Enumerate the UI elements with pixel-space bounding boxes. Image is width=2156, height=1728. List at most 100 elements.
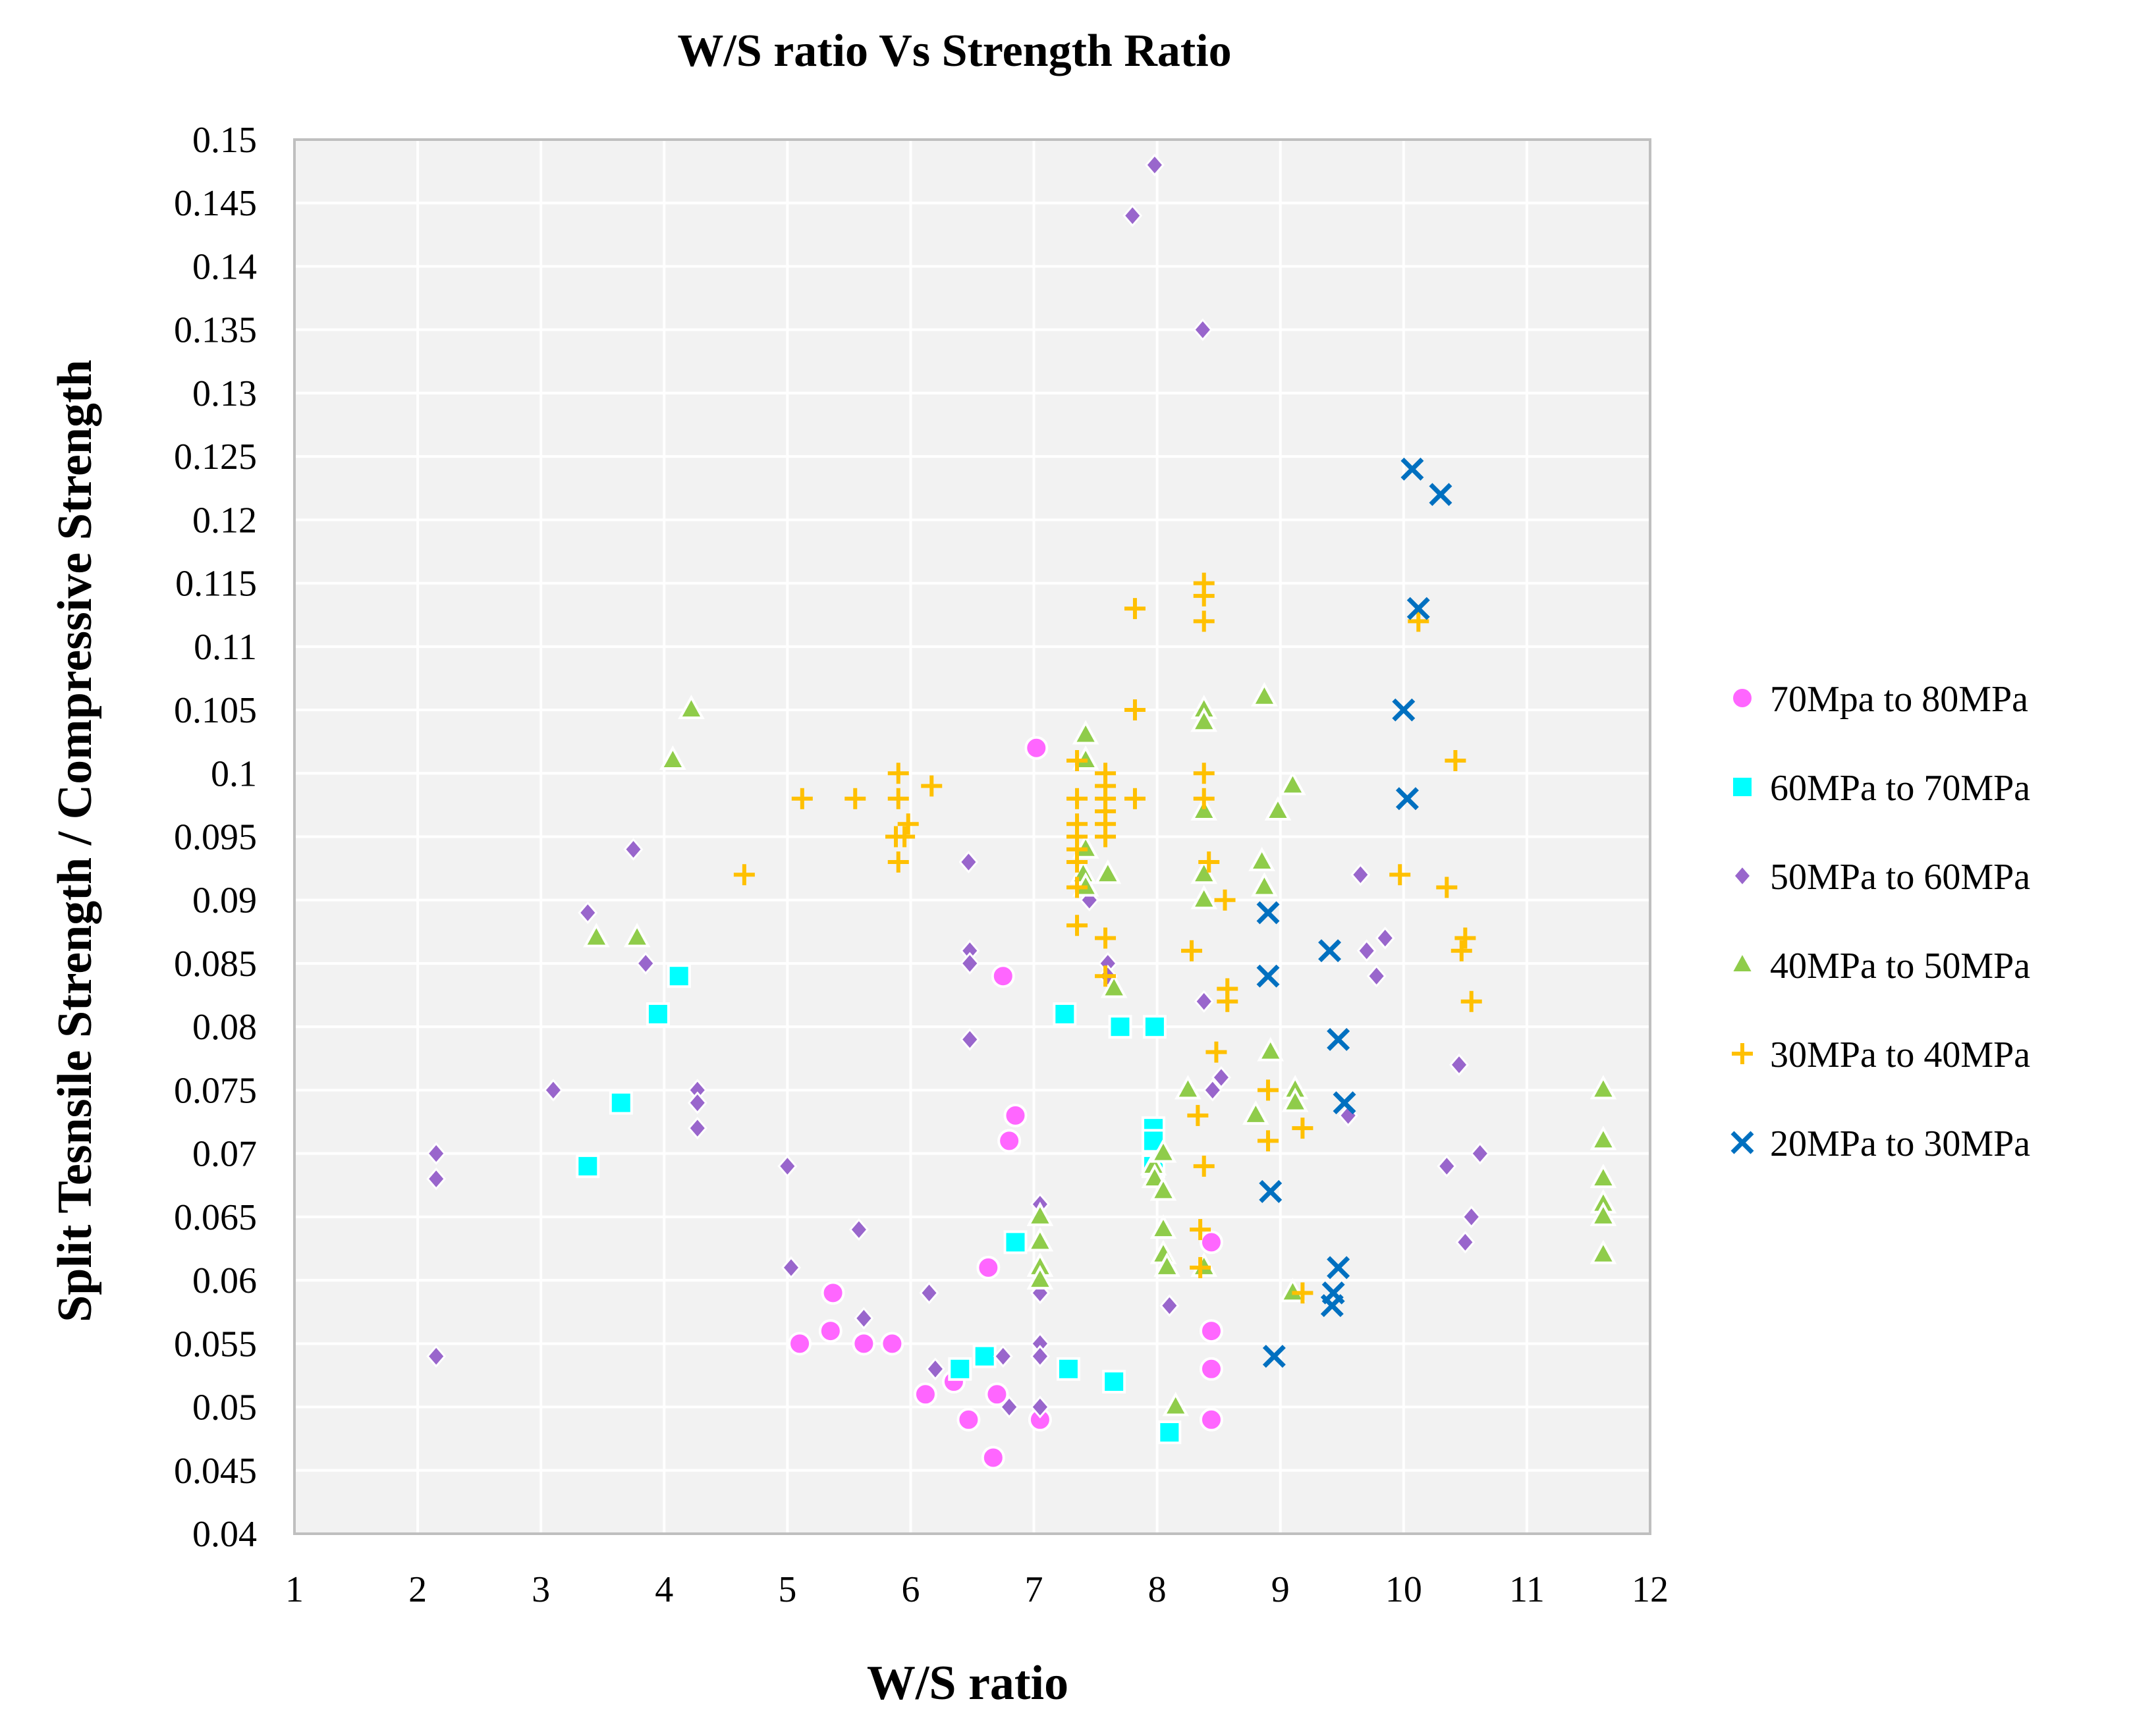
data-point (972, 1344, 997, 1368)
data-point (1589, 1075, 1617, 1100)
legend-label: 30MPa to 40MPa (1770, 1035, 2030, 1075)
y-tick-label: 0.14 (192, 246, 257, 287)
legend-label: 70Mpa to 80MPa (1770, 679, 2028, 720)
data-point (1193, 763, 1215, 784)
data-point (1400, 457, 1424, 481)
data-point (880, 1332, 904, 1356)
data-point (1066, 877, 1088, 898)
data-point (894, 826, 916, 848)
legend-label: 20MPa to 30MPa (1770, 1123, 2030, 1164)
y-tick-label: 0.085 (174, 944, 257, 985)
data-point (1024, 736, 1049, 760)
data-point (1072, 720, 1099, 745)
data-point (1095, 927, 1117, 949)
data-point (1454, 927, 1476, 949)
legend-marker (1730, 1131, 1754, 1154)
data-point (1072, 872, 1099, 897)
data-point (1455, 1231, 1476, 1254)
data-point (852, 1332, 876, 1356)
data-point (1175, 1075, 1202, 1100)
legend-label: 60MPa to 70MPa (1770, 768, 2030, 809)
data-point (1144, 153, 1165, 176)
data-point (887, 851, 909, 873)
data-point (1205, 1041, 1227, 1063)
data-point (1589, 1125, 1617, 1150)
data-point (1003, 1230, 1028, 1255)
data-point (1445, 750, 1466, 772)
plot-border (293, 138, 1651, 1535)
data-point (1437, 1154, 1457, 1178)
x-tick-label: 5 (778, 1569, 796, 1610)
data-point (1392, 698, 1416, 722)
legend-item: 30MPa to 40MPa (1732, 1035, 2030, 1075)
data-point (821, 1281, 845, 1305)
data-point (1356, 939, 1377, 962)
x-tick-label: 11 (1509, 1569, 1545, 1610)
data-point (897, 813, 919, 835)
data-point (1320, 1294, 1344, 1318)
data-point (1003, 1103, 1028, 1127)
data-point (1066, 750, 1088, 772)
series-5 (733, 572, 1482, 1304)
y-tick-label: 0.11 (194, 627, 257, 668)
data-point (1149, 1214, 1177, 1239)
data-point (1199, 1357, 1223, 1381)
x-tick-label: 2 (408, 1569, 427, 1610)
data-point (1318, 939, 1342, 963)
data-point (1589, 1201, 1617, 1226)
data-point (1194, 990, 1214, 1013)
y-tick-label: 0.09 (192, 880, 257, 921)
data-point (1181, 940, 1203, 961)
data-point (1214, 889, 1236, 911)
data-point (543, 1079, 563, 1102)
data-point (1264, 796, 1292, 821)
series-4 (582, 682, 1617, 1417)
data-point (854, 1307, 874, 1330)
x-tick-label: 9 (1271, 1569, 1290, 1610)
data-point (921, 775, 943, 797)
data-point (1193, 788, 1215, 809)
legend-marker (1728, 949, 1756, 974)
data-point (1292, 1118, 1313, 1139)
data-point (1217, 990, 1238, 1012)
data-point (993, 1345, 1013, 1368)
data-point (919, 1282, 939, 1305)
data-point (636, 952, 656, 975)
data-point (1198, 851, 1220, 873)
data-point (1192, 318, 1213, 341)
data-point (687, 1116, 707, 1140)
data-point (1279, 770, 1306, 796)
series-6 (1256, 457, 1452, 1368)
data-point (844, 788, 866, 809)
data-point (1142, 1015, 1167, 1039)
data-point (976, 1255, 1001, 1280)
data-point (1162, 1391, 1190, 1417)
data-point (1199, 1407, 1223, 1432)
data-point (1190, 884, 1218, 909)
data-point (1095, 826, 1117, 848)
x-tick-label: 4 (655, 1569, 673, 1610)
data-point (981, 1445, 1005, 1470)
x-axis-ticks: 1 2 3 4 5 6 7 8 9 10 11 12 (285, 1569, 1669, 1610)
data-point (659, 745, 686, 770)
data-point (1066, 851, 1088, 873)
y-tick-label: 0.1 (211, 753, 257, 794)
chart-title: W/S ratio Vs Strength Ratio (677, 26, 1231, 76)
legend-label: 50MPa to 60MPa (1770, 857, 2030, 898)
data-point (925, 1357, 945, 1381)
data-point (733, 864, 755, 886)
x-tick-label: 3 (532, 1569, 550, 1610)
data-point (1460, 990, 1482, 1012)
data-point (1292, 1282, 1313, 1304)
legend-item: 20MPa to 30MPa (1730, 1123, 2030, 1164)
data-point (913, 1382, 937, 1407)
data-point (1202, 1079, 1223, 1102)
data-point (1124, 788, 1146, 809)
data-point (1199, 1230, 1223, 1255)
data-point (1026, 1227, 1054, 1252)
data-point (1259, 1179, 1283, 1203)
legend-item: 60MPa to 70MPa (1730, 768, 2030, 809)
y-tick-label: 0.095 (174, 817, 257, 858)
series-3 (426, 153, 1490, 1418)
